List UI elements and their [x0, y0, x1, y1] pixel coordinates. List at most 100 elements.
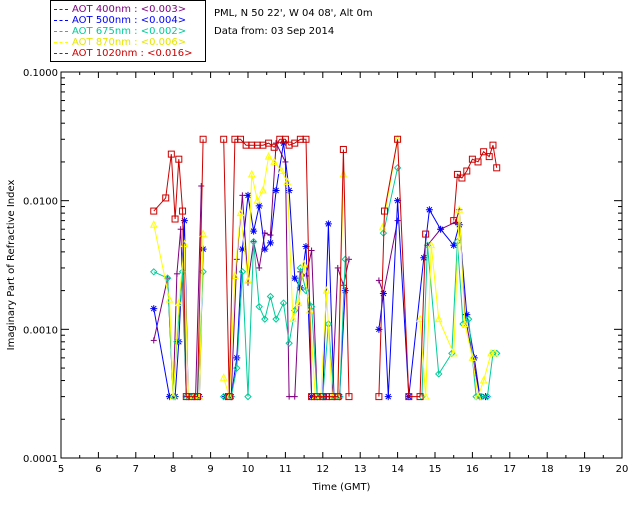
diamond-marker [483, 392, 492, 401]
triangle-marker [339, 169, 348, 178]
diamond-marker [173, 338, 181, 346]
y-tick-label: 0.1000 [23, 68, 58, 79]
triangle-marker [175, 298, 183, 307]
star-marker [463, 311, 471, 319]
star-marker [341, 287, 349, 295]
diamond-marker [272, 315, 280, 323]
triangle-marker [253, 196, 262, 204]
diamond-marker [285, 339, 293, 347]
square-marker [405, 393, 413, 401]
triangle-marker [322, 285, 331, 294]
square-marker [394, 135, 402, 143]
x-tick-label: 19 [578, 464, 591, 475]
diamond-marker [178, 268, 187, 276]
x-tick-label: 15 [429, 464, 442, 475]
triangle-marker [416, 314, 424, 323]
square-marker [162, 194, 170, 202]
y-tick-label: 0.0100 [23, 197, 58, 208]
star-marker [425, 206, 433, 214]
star-marker [450, 241, 458, 249]
legend-entry-400nm: AOT 400nm : <0.003> [54, 4, 186, 16]
triangle-marker [165, 295, 174, 303]
y-tick-label: 0.0010 [23, 325, 58, 336]
star-marker [379, 289, 387, 297]
legend: AOT 400nm : <0.003> AOT 500nm : <0.004> … [50, 0, 206, 62]
square-marker [171, 215, 179, 223]
y-tick-label: 0.0001 [23, 454, 58, 465]
square-marker [179, 207, 187, 215]
star-marker [285, 186, 293, 194]
diamond-marker [238, 268, 247, 276]
square-marker [458, 174, 466, 182]
star-marker [233, 354, 241, 362]
legend-entry-675nm: AOT 675nm : <0.002> [54, 26, 186, 38]
square-marker [199, 135, 207, 143]
star-marker [291, 274, 299, 282]
triangle-marker [434, 314, 443, 323]
triangle-marker [264, 151, 273, 160]
legend-entry-1020nm: AOT 1020nm : <0.016> [54, 48, 192, 60]
diamond-marker [266, 292, 275, 301]
x-tick-label: 16 [466, 464, 479, 475]
star-marker [437, 225, 445, 233]
triangle-marker [225, 391, 234, 400]
square-marker [381, 207, 389, 215]
triangle-marker [468, 353, 477, 361]
legend-swatch-1020nm [54, 52, 68, 54]
series-line-3 [153, 139, 495, 398]
square-marker [375, 393, 383, 401]
triangle-marker [244, 275, 252, 284]
square-marker [225, 393, 233, 401]
x-tick-label: 13 [354, 464, 367, 475]
triangle-marker [461, 319, 469, 328]
square-marker [450, 217, 458, 225]
square-marker [281, 135, 289, 143]
star-marker [261, 245, 269, 253]
date-info: Data from: 03 Sep 2014 [214, 26, 335, 37]
x-axis-label: Time (GMT) [312, 482, 371, 493]
star-marker [180, 217, 188, 225]
square-marker [489, 141, 497, 149]
diamond-marker [255, 302, 263, 311]
legend-swatch-400nm [54, 8, 68, 10]
square-marker [150, 207, 158, 215]
square-marker [493, 164, 501, 172]
square-marker [237, 135, 245, 143]
square-marker [319, 393, 327, 401]
series-line-4 [153, 138, 498, 398]
x-tick-label: 11 [279, 464, 292, 475]
star-marker [394, 197, 402, 205]
square-marker [480, 148, 488, 156]
triangle-marker [300, 259, 308, 268]
x-tick-label: 14 [391, 464, 404, 475]
star-marker [384, 393, 392, 401]
star-marker [420, 254, 428, 262]
star-marker [150, 305, 158, 313]
x-tick-label: 6 [95, 464, 101, 475]
diamond-marker [219, 392, 228, 401]
square-marker [265, 139, 273, 147]
star-marker [375, 325, 383, 333]
triangle-marker [421, 391, 430, 400]
square-marker [220, 135, 228, 143]
x-tick-label: 17 [503, 464, 516, 475]
diamond-marker [435, 370, 443, 378]
x-tick-label: 18 [541, 464, 554, 475]
triangle-marker [294, 298, 303, 307]
star-marker [165, 393, 173, 401]
square-marker [194, 393, 202, 401]
triangle-marker [277, 166, 286, 175]
star-marker [324, 220, 332, 228]
triangle-marker [491, 348, 499, 357]
square-marker [339, 145, 347, 153]
square-marker [345, 393, 353, 401]
y-axis-label: Imaginary Part of Refractive Index [6, 180, 17, 351]
legend-swatch-870nm [54, 41, 68, 43]
x-tick-label: 9 [207, 464, 213, 475]
diamond-marker [261, 315, 269, 323]
series-line-2 [153, 167, 497, 398]
diamond-marker [163, 274, 172, 282]
legend-entry-870nm: AOT 870nm : <0.006> [54, 37, 186, 49]
square-marker [422, 230, 430, 238]
triangle-marker [236, 208, 245, 217]
